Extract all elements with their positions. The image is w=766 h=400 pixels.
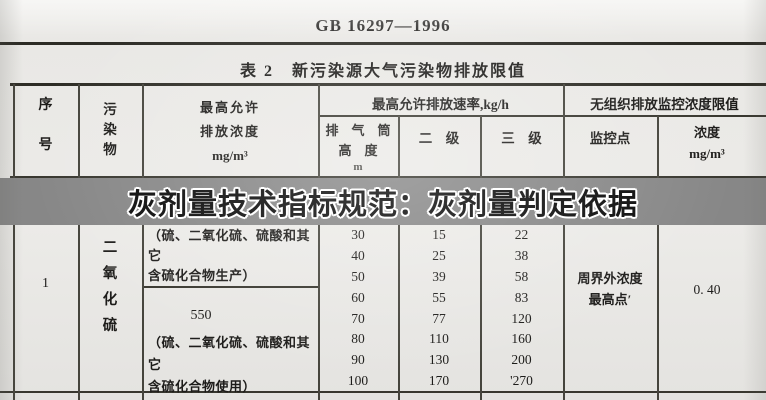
monitor-point-line2: 最高点′: [588, 292, 632, 307]
header-monitor-point: 监控点: [589, 131, 631, 146]
level3-rate-value: 160: [511, 331, 532, 347]
level3-rate-value: 58: [514, 268, 529, 284]
header-stack-height-unit: m: [353, 161, 363, 173]
header-pollutant-char: 染: [103, 122, 117, 137]
stack-height-value: 40: [351, 247, 365, 263]
header-fugitive-concentration: 浓度 mg/m³: [657, 122, 757, 164]
production-note: （硫、二氧化硫、硫酸和其它 含硫化合物生产）: [148, 226, 316, 286]
level2-rate-value: 77: [432, 310, 446, 326]
level2-rate-value: 170: [428, 373, 450, 389]
header-bottom-border: [10, 176, 766, 178]
level2-rate-value: 110: [429, 331, 449, 347]
overlay-banner: 灰剂量技术指标规范：灰剂量判定依据: [0, 178, 766, 225]
stack-height-value: 60: [351, 289, 365, 305]
row-serial-number: 1: [42, 276, 49, 291]
header-max-concentration-unit: mg/m³: [212, 148, 248, 163]
monitor-point-cell: 周界外浓度 最高点′: [563, 268, 657, 310]
table-left-border: [13, 84, 15, 400]
row-bottom-border: [0, 391, 766, 393]
col-divider-serial: [78, 84, 80, 400]
level3-rate-value: 120: [511, 310, 532, 326]
level3-rate-value: 83: [514, 289, 529, 305]
header-max-concentration-line1: 最高允许: [199, 100, 260, 115]
level3-rate-value: 200: [511, 352, 532, 368]
col-divider-level3: [563, 84, 565, 400]
usage-concentration-value: 550: [190, 308, 212, 323]
header-pollutant: 污染物: [78, 100, 142, 160]
monitor-point-line1: 周界外浓度: [577, 271, 643, 286]
table-caption: 表 2 新污染源大气污染物排放限值: [239, 63, 526, 80]
header-level2: 二 级: [418, 131, 460, 146]
production-note-line2: 含硫化合物生产）: [148, 268, 257, 283]
group-header-underline: [318, 115, 766, 117]
stack-height-value: 90: [351, 352, 365, 368]
header-fugitive-concentration-unit: mg/m³: [689, 146, 725, 161]
pollutant-char: 二: [102, 240, 118, 256]
level3-rate-column: 22 38 58 83 120 160 200 '270: [480, 225, 563, 392]
level2-rate-column: 15 25 39 55 77 110 130 170: [398, 225, 480, 392]
overlay-banner-text: 灰剂量技术指标规范：灰剂量判定依据: [127, 188, 638, 221]
table-top-border: [10, 83, 766, 86]
header-level3: 三 级: [501, 131, 542, 146]
stack-height-value: 50: [351, 268, 365, 284]
col-divider-maxconc: [318, 84, 320, 400]
header-serial-char: 号: [38, 138, 53, 153]
pollutant-char: 硫: [102, 318, 118, 334]
header-group-rate: 最高允许排放速率,kg/h: [372, 97, 509, 112]
row-pollutant-sulfur-dioxide: 二氧化硫: [78, 235, 142, 339]
header-group-fugitive: 无组织排放监控浓度限值: [590, 97, 739, 112]
header-pollutant-char: 污: [103, 102, 117, 117]
stack-height-value: 80: [351, 331, 365, 347]
col-divider-monitor: [657, 116, 659, 400]
col-divider-stack: [398, 116, 400, 400]
level2-rate-value: 15: [432, 227, 446, 242]
level3-rate-value: 22: [514, 227, 529, 242]
usage-note: （硫、二氧化硫、硫酸和其它 含硫化合物使用）: [148, 332, 316, 398]
col-divider-level2: [480, 116, 482, 400]
header-serial-char: 序: [38, 98, 53, 113]
stack-height-column: 30 40 50 60 70 80 90 100: [318, 225, 398, 392]
header-serial-number: 序号: [13, 94, 78, 154]
pollutant-char: 化: [102, 292, 118, 308]
production-note-line1: （硫、二氧化硫、硫酸和其它: [148, 228, 311, 263]
level3-rate-value: 38: [514, 247, 529, 263]
usage-note-line1: （硫、二氧化硫、硫酸和其它: [148, 335, 311, 372]
header-pollutant-char: 物: [103, 142, 117, 157]
header-fugitive-concentration-label: 浓度: [693, 125, 720, 140]
level2-rate-value: 55: [432, 289, 446, 305]
pollutant-char: 氧: [102, 266, 118, 282]
header-stack-height-line1: 排 气 筒: [325, 123, 391, 138]
level2-rate-value: 39: [432, 268, 446, 284]
level2-rate-value: 130: [428, 352, 450, 368]
header-stack-height-line2: 高 度: [338, 143, 378, 158]
header-stack-height: 排 气 筒 高 度 m: [318, 121, 398, 174]
level3-rate-value: '270: [510, 373, 533, 389]
fugitive-concentration-value: 0. 40: [693, 282, 721, 297]
header-max-concentration: 最高允许 排放浓度 mg/m³: [142, 96, 318, 168]
stack-height-value: 70: [351, 310, 365, 326]
stack-height-value: 100: [347, 373, 369, 389]
col-divider-pollutant: [142, 84, 144, 400]
concentration-cell-divider: [142, 286, 319, 288]
level2-rate-value: 25: [432, 247, 446, 263]
standard-code: GB 16297—1996: [315, 16, 451, 35]
usage-note-line2: 含硫化合物使用）: [148, 379, 257, 394]
header-max-concentration-line2: 排放浓度: [199, 124, 260, 139]
page-header-rule: [0, 42, 766, 45]
stack-height-value: 30: [351, 227, 365, 242]
